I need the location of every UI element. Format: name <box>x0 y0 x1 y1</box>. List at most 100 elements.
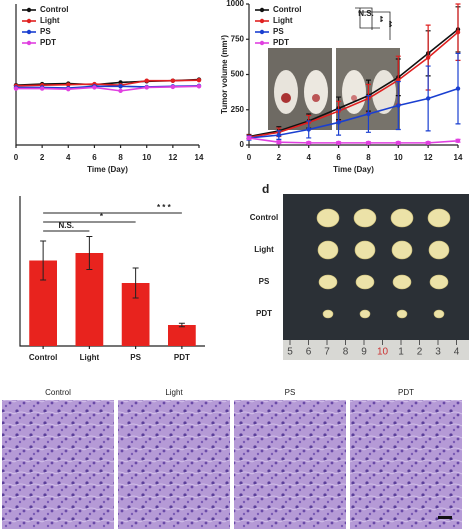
legend-marker <box>259 29 265 35</box>
marker <box>144 78 149 83</box>
x-tick-label: 6 <box>92 153 97 162</box>
histology-image <box>2 400 114 529</box>
error-bar <box>40 240 47 281</box>
histology-label: PDT <box>398 388 414 397</box>
x-tick-label: 14 <box>195 153 204 162</box>
tumor <box>359 309 371 319</box>
ruler-number: 7 <box>324 347 330 358</box>
x-tick-label: 8 <box>366 153 371 162</box>
ruler <box>283 340 469 360</box>
marker <box>306 127 311 132</box>
x-tick-label: 2 <box>40 153 45 162</box>
tumor <box>354 240 376 260</box>
x-tick-label: 0 <box>247 153 252 162</box>
x-tick-label: Control <box>29 353 57 362</box>
x-tick-label: 10 <box>142 153 151 162</box>
x-tick-label: 12 <box>424 153 433 162</box>
tumors <box>316 208 451 319</box>
marker <box>196 84 202 89</box>
legend-label: PDT <box>40 38 56 47</box>
histology-label: Control <box>45 388 71 397</box>
x-tick-label: 4 <box>306 153 311 162</box>
y-tick-label: 500 <box>231 70 245 79</box>
row-label: PDT <box>256 309 272 318</box>
marker <box>306 140 311 146</box>
marker <box>92 85 97 90</box>
ruler-number: 2 <box>417 347 423 358</box>
histology-image <box>118 400 230 529</box>
series-line <box>248 87 459 139</box>
y-axis-label: Tumor volume (mm³) <box>220 35 229 114</box>
row-label: Light <box>254 245 274 254</box>
legend-label: Light <box>40 16 60 25</box>
ruler-number: 4 <box>454 347 460 358</box>
legend-marker <box>259 40 265 46</box>
legend-marker <box>259 18 265 24</box>
histology-label: PS <box>285 388 296 397</box>
tumor <box>353 208 377 228</box>
x-tick-label: PS <box>130 353 141 362</box>
marker <box>396 103 401 108</box>
ruler-number: 3 <box>435 347 441 358</box>
legend-marker <box>26 18 32 24</box>
marker <box>425 140 431 146</box>
y-tick-label: 0 <box>240 140 245 149</box>
ruler-number: 10 <box>377 347 389 358</box>
tumor <box>433 309 445 319</box>
tumor <box>429 274 449 290</box>
x-axis-label: Time (Day) <box>333 165 374 174</box>
series-line <box>16 85 200 92</box>
ruler-number: 8 <box>343 347 349 358</box>
marker <box>196 77 202 83</box>
tumor <box>391 240 413 260</box>
series-line <box>248 31 459 139</box>
annotation: * * * <box>157 203 172 212</box>
tumor <box>316 208 340 228</box>
marker <box>144 85 149 90</box>
ruler-number: 6 <box>306 347 312 358</box>
bracket <box>355 7 391 40</box>
x-tick-label: 8 <box>118 153 123 162</box>
histology-label: Light <box>165 388 183 397</box>
marker <box>366 111 371 117</box>
marker <box>118 88 123 94</box>
marker <box>39 86 45 91</box>
y-tick-label: 250 <box>231 105 245 114</box>
annotation: ** <box>375 16 384 23</box>
tumor <box>392 274 412 290</box>
tumor <box>355 274 375 290</box>
legend-label: Control <box>40 5 68 14</box>
row-label: Control <box>250 213 278 222</box>
legend-marker <box>26 40 32 46</box>
histology <box>2 400 462 529</box>
scale-bar <box>438 516 452 519</box>
bar <box>168 325 196 346</box>
tumor <box>390 208 414 228</box>
tumor <box>322 309 334 319</box>
error-bar <box>86 236 93 270</box>
legend-marker <box>26 29 32 35</box>
legend-label: PS <box>40 27 51 36</box>
x-tick-label: Light <box>80 353 100 362</box>
tumor <box>427 208 451 228</box>
axis <box>15 4 199 146</box>
y-tick-label: 1000 <box>226 0 244 8</box>
x-tick-label: 12 <box>168 153 177 162</box>
marker <box>336 120 341 125</box>
error-bar <box>132 267 139 299</box>
marker <box>66 82 71 87</box>
legend-label: PDT <box>273 38 289 47</box>
x-tick-label: 4 <box>66 153 71 162</box>
legend-label: Light <box>273 16 293 25</box>
tumor <box>317 240 339 260</box>
legend-marker <box>259 7 265 13</box>
x-axis-label: Time (Day) <box>87 165 128 174</box>
error-bar <box>178 322 185 328</box>
marker <box>276 139 282 145</box>
marker <box>396 140 401 146</box>
x-tick-label: 10 <box>394 153 403 162</box>
y-tick-label: 750 <box>231 34 245 43</box>
panel-label: d <box>262 182 269 196</box>
marker <box>246 135 252 141</box>
